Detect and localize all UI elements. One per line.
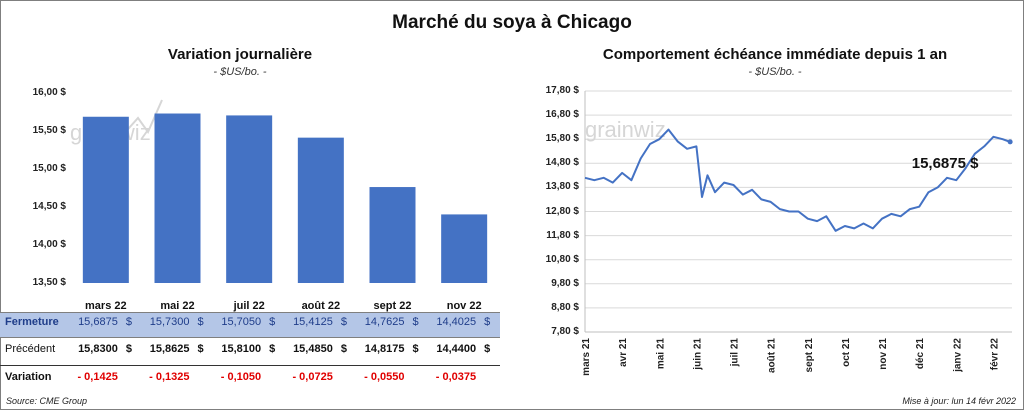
left-y-tick: 14,00 $ bbox=[32, 239, 66, 250]
left-y-tick: 16,00 $ bbox=[32, 87, 66, 98]
left-y-tick: 14,50 $ bbox=[32, 201, 66, 212]
table-cell: 15,4125 bbox=[293, 316, 333, 328]
right-y-tick: 8,80 $ bbox=[551, 301, 579, 313]
right-panel-title: Comportement échéance immédiate depuis 1… bbox=[602, 46, 948, 63]
category-label: sept 22 bbox=[373, 300, 412, 312]
x-tick-label: juil 21 bbox=[730, 338, 741, 368]
price-line bbox=[584, 128, 1011, 232]
bar-mars 22 bbox=[82, 116, 129, 283]
bar-chart: grainwiz bbox=[70, 99, 488, 284]
right-y-tick: 14,80 $ bbox=[545, 157, 579, 169]
table-cell: 15,8625 bbox=[149, 343, 190, 355]
x-tick-label: nov 21 bbox=[878, 338, 889, 370]
table-cell: - 0,0725 bbox=[292, 371, 333, 383]
right-y-tick: 15,80 $ bbox=[545, 133, 579, 145]
table-cell: - 0,0375 bbox=[435, 371, 477, 383]
currency-symbol: $ bbox=[197, 343, 204, 355]
bar-sept 22 bbox=[369, 187, 416, 283]
right-y-tick: 16,80 $ bbox=[545, 109, 579, 121]
table-cell: 15,8100 bbox=[221, 343, 262, 355]
x-tick-label: mars 21 bbox=[581, 338, 592, 376]
currency-symbol: $ bbox=[197, 316, 204, 328]
watermark-text: grainwiz bbox=[585, 117, 666, 142]
table-cell: - 0,0550 bbox=[364, 371, 405, 383]
left-y-tick: 15,00 $ bbox=[32, 163, 66, 174]
table-cell: - 0,1425 bbox=[77, 371, 118, 383]
right-y-tick: 17,80 $ bbox=[545, 85, 579, 96]
x-tick-label: déc 21 bbox=[915, 338, 926, 370]
update-note: Mise à jour: lun 14 févr 2022 bbox=[902, 396, 1016, 406]
table-row-label: Variation bbox=[5, 371, 52, 383]
last-price-callout: 15,6875 $ bbox=[912, 155, 979, 172]
currency-symbol: $ bbox=[484, 316, 491, 328]
bar-août 22 bbox=[297, 137, 344, 283]
left-y-tick: 15,50 $ bbox=[32, 125, 66, 136]
category-label: nov 22 bbox=[446, 300, 482, 312]
table-row-label: Fermeture bbox=[5, 316, 59, 328]
x-tick-label: juin 21 bbox=[692, 338, 703, 371]
currency-symbol: $ bbox=[269, 343, 276, 355]
table-cell: 15,8300 bbox=[78, 343, 118, 355]
currency-symbol: $ bbox=[412, 343, 419, 355]
bar-mai 22 bbox=[154, 113, 201, 284]
x-tick-label: mai 21 bbox=[655, 338, 666, 370]
currency-symbol: $ bbox=[340, 316, 347, 328]
right-y-tick: 9,80 $ bbox=[551, 277, 579, 289]
x-tick-label: janv 22 bbox=[952, 338, 963, 373]
category-label: mai 22 bbox=[160, 300, 195, 312]
bar-juil 22 bbox=[226, 115, 273, 283]
left-panel-title: Variation journalière bbox=[167, 46, 313, 63]
table-cell: 14,8175 bbox=[364, 343, 405, 355]
table-cell: 14,7625 bbox=[364, 316, 405, 328]
x-tick-label: avr 21 bbox=[618, 338, 629, 367]
currency-symbol: $ bbox=[269, 316, 276, 328]
table-row-label: Précédent bbox=[5, 343, 56, 355]
x-tick-label: févr 22 bbox=[989, 338, 1000, 371]
left-y-tick: 13,50 $ bbox=[32, 277, 66, 288]
table-separator bbox=[0, 365, 500, 366]
source-note: Source: CME Group bbox=[6, 396, 88, 406]
currency-symbol: $ bbox=[340, 343, 347, 355]
currency-symbol: $ bbox=[125, 316, 132, 328]
right-panel-subtitle: - $US/bo. - bbox=[748, 66, 802, 78]
fermeture-row-highlight bbox=[0, 312, 500, 338]
main-title: Marché du soya à Chicago bbox=[392, 12, 632, 33]
currency-symbol: $ bbox=[412, 316, 419, 328]
table-cell: - 0,1050 bbox=[220, 371, 262, 383]
right-y-tick: 13,80 $ bbox=[545, 181, 579, 193]
x-tick-label: août 21 bbox=[767, 338, 778, 373]
currency-symbol: $ bbox=[125, 343, 132, 355]
left-panel-subtitle: - $US/bo. - bbox=[213, 66, 267, 78]
table-cell: 14,4025 bbox=[436, 316, 477, 328]
table-cell: 15,7050 bbox=[221, 316, 262, 328]
right-y-tick: 12,80 $ bbox=[545, 205, 579, 217]
right-y-tick: 7,80 $ bbox=[551, 326, 579, 337]
table-cell: 15,7300 bbox=[149, 316, 190, 328]
x-tick-label: sept 21 bbox=[804, 338, 815, 373]
x-tick-label: oct 21 bbox=[841, 338, 852, 367]
category-label: mars 22 bbox=[85, 300, 127, 312]
right-y-tick: 10,80 $ bbox=[545, 253, 579, 265]
category-label: août 22 bbox=[301, 300, 341, 312]
table-cell: - 0,1325 bbox=[149, 371, 190, 383]
currency-symbol: $ bbox=[484, 343, 491, 355]
bar-nov 22 bbox=[441, 214, 488, 283]
table-cell: 14,4400 bbox=[436, 343, 477, 355]
right-y-tick: 11,80 $ bbox=[546, 229, 579, 241]
table-cell: 15,4850 bbox=[293, 343, 333, 355]
table-cell: 15,6875 bbox=[78, 316, 118, 328]
last-point bbox=[1007, 139, 1013, 145]
category-label: juil 22 bbox=[233, 300, 265, 312]
